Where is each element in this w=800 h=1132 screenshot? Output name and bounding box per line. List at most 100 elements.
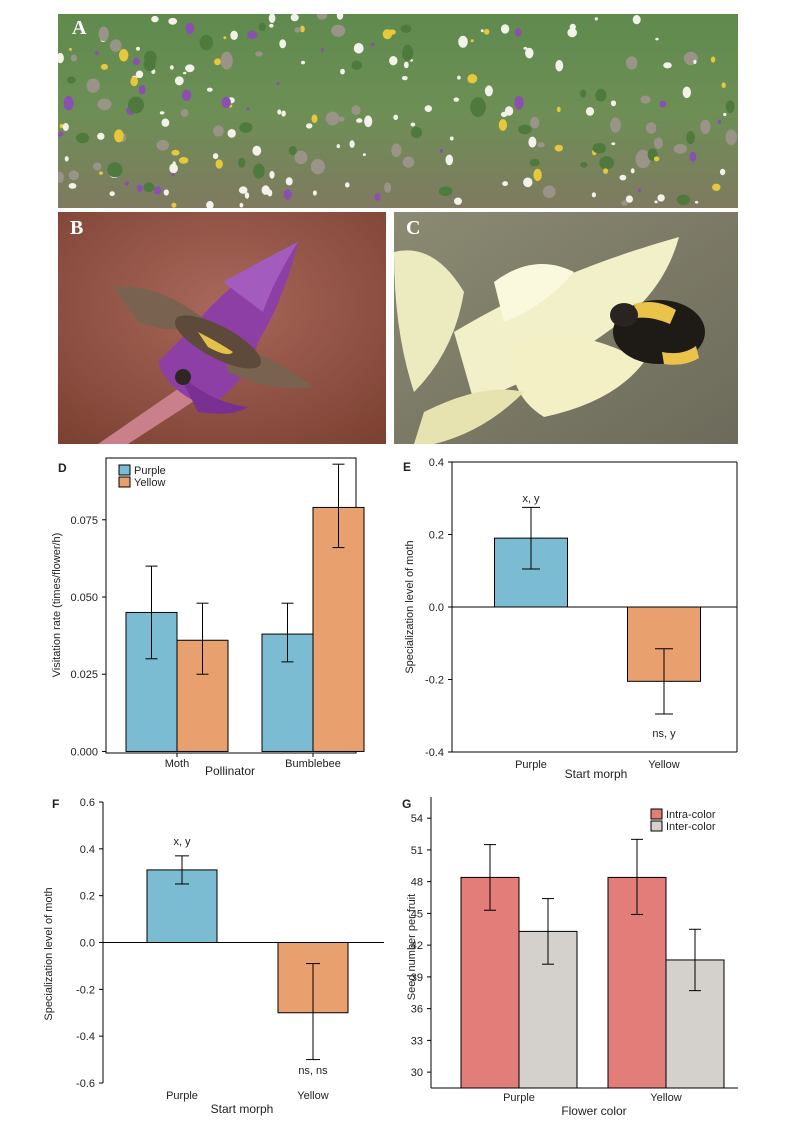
panel-g-xtick-label: Yellow (650, 1092, 681, 1104)
meadow-flower (504, 106, 514, 116)
panel-f-ytick-label: -0.4 (76, 1031, 95, 1043)
meadow-flower (530, 116, 540, 129)
panel-d-ytick-label: 0.075 (70, 515, 98, 527)
meadow-flower (68, 48, 72, 51)
meadow-flower (611, 142, 616, 146)
meadow-flower (725, 100, 735, 114)
meadow-flower (528, 136, 537, 148)
meadow-flower (172, 161, 176, 166)
meadow-flower (68, 170, 79, 181)
meadow-flower (537, 142, 545, 148)
meadow-flower (693, 59, 697, 64)
panel-f-letter: F (52, 797, 59, 811)
panel-e: E -0.4 -0.2 0.0 0.2 0.4 x, y ns, y Purple Yellow S… (403, 457, 738, 781)
meadow-flower (400, 24, 412, 33)
meadow-flower (97, 98, 112, 111)
meadow-flower (100, 63, 108, 70)
meadow-flower (653, 156, 660, 162)
panel-g-ytick-label: 48 (411, 877, 423, 889)
meadow-flower (353, 43, 364, 54)
panel-d-legend-swatch-yellow (118, 476, 131, 488)
panel-d-xlabel: Pollinator (205, 764, 255, 778)
panel-d-xtick-label: Bumblebee (285, 758, 341, 770)
meadow-flower (316, 14, 328, 20)
meadow-flower (626, 56, 638, 70)
meadow-flower (255, 51, 263, 57)
meadow-flower (653, 137, 663, 149)
meadow-flower (300, 25, 305, 33)
flower-stem (98, 382, 208, 444)
bumblebee (610, 300, 705, 365)
meadow-flower (267, 189, 273, 197)
meadow-flower (351, 105, 361, 116)
meadow-flower (58, 52, 64, 64)
meadow-flower (659, 100, 667, 108)
meadow-flower (402, 44, 414, 62)
meadow-flower (63, 96, 74, 111)
meadow-flower (320, 47, 325, 52)
meadow-flower (453, 97, 460, 102)
meadow-flower (185, 64, 195, 73)
meadow-flower (500, 24, 510, 34)
meadow-flower (290, 14, 299, 22)
meadow-flower (143, 182, 155, 193)
panel-g-ytick-label: 39 (411, 972, 423, 984)
meadow-flower (349, 140, 355, 148)
meadow-flower (657, 194, 665, 202)
meadow-flower (514, 96, 524, 110)
meadow-flower (310, 159, 325, 175)
meadow-flower (301, 60, 305, 65)
meadow-flower (294, 27, 302, 33)
meadow-flower (109, 191, 115, 197)
panel-f-ytick-label: 0.4 (80, 844, 95, 856)
meadow-flower (97, 132, 105, 140)
meadow-flower (199, 34, 213, 51)
panel-f-ytick-label: -0.2 (76, 984, 95, 996)
meadow-flower (554, 144, 563, 152)
panel-g-legend-label: Intra-color (666, 809, 716, 821)
panel-e-ylabel: Specialization level of moth (404, 540, 416, 673)
meadow-flower (159, 111, 165, 115)
meadow-flower (401, 76, 408, 81)
meadow-flower (525, 47, 534, 59)
meadow-flower (281, 110, 286, 117)
meadow-flower (75, 132, 90, 144)
panel-g-bar-intra-color (460, 876, 520, 1089)
meadow-flower (592, 143, 607, 154)
meadow-flower (721, 82, 726, 88)
panel-f-xlabel: Start morph (211, 1102, 274, 1116)
meadow-flower (523, 46, 528, 50)
meadow-flower (107, 162, 123, 178)
meadow-flower (457, 75, 461, 80)
meadow-flower (382, 29, 393, 40)
panel-e-ytick-label: 0.0 (429, 602, 444, 614)
meadow-flower (230, 30, 238, 40)
meadow-flower (645, 122, 657, 134)
meadow-flower (484, 28, 490, 35)
meadow-flower (619, 174, 627, 181)
meadow-flower (70, 54, 77, 62)
panel-f: F -0.6 -0.4 -0.2 0.0 0.2 0.4 0.6 x, y ns, ns Purpl… (43, 797, 384, 1116)
meadow-flower (258, 22, 266, 32)
meadow-flower (151, 15, 159, 23)
meadow-flower (239, 202, 244, 208)
meadow-flower (374, 193, 381, 201)
hawkmoth (113, 286, 313, 388)
meadow-flower (98, 26, 109, 42)
meadow-flower (445, 154, 454, 166)
meadow-flower (133, 57, 140, 65)
meadow-flower (99, 171, 103, 175)
panel-f-ytick-label: -0.6 (76, 1078, 95, 1090)
meadow-flower (338, 116, 345, 122)
meadow-flower (393, 114, 399, 121)
meadow-flower (161, 118, 170, 127)
meadow-flower (185, 22, 195, 35)
panel-e-annotation: ns, y (652, 728, 676, 740)
meadow-flower (351, 60, 363, 70)
meadow-flower (277, 109, 282, 115)
meadow-flower (518, 124, 532, 135)
meadow-flower (630, 168, 635, 174)
meadow-flower (178, 157, 189, 164)
meadow-flower (556, 106, 561, 113)
